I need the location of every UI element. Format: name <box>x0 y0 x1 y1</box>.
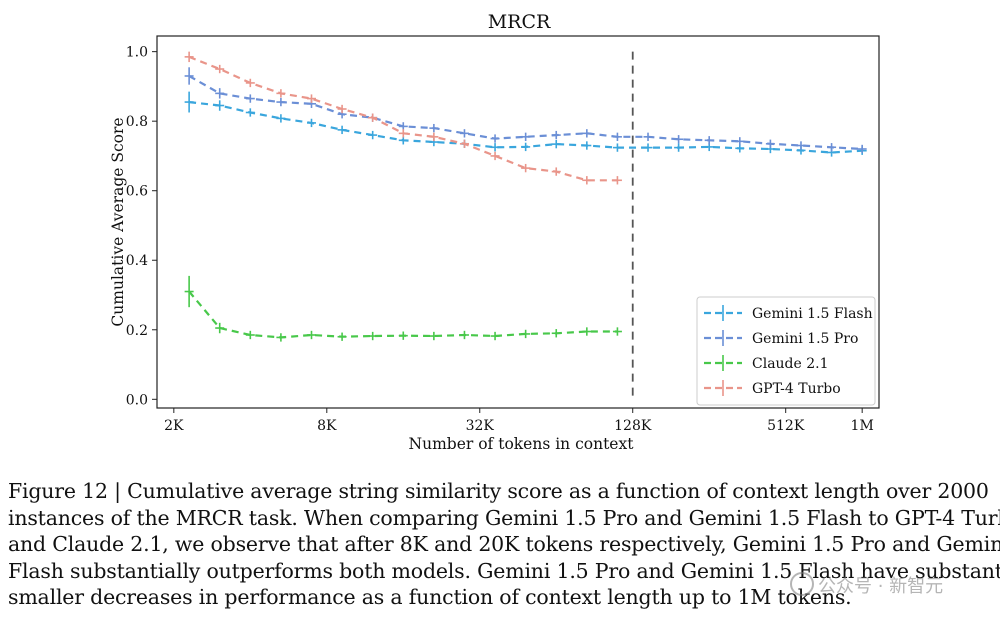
x-tick-label: 8K <box>317 418 337 434</box>
plot-frame <box>156 35 880 409</box>
legend-item: GPT-4 Turbo <box>704 380 841 397</box>
series-line <box>188 55 618 182</box>
y-tick-label: 1.0 <box>126 45 148 61</box>
caption-line: smaller decreases in performance as a fu… <box>8 585 852 609</box>
caption-line: Flash substantially outperforms both mod… <box>8 558 1000 583</box>
caption-line: Figure 12 | Cumulative average string si… <box>8 479 989 503</box>
legend-item: Gemini 1.5 Flash <box>704 305 873 322</box>
legend-label: Claude 2.1 <box>752 356 829 372</box>
chart-title: MRCR <box>488 11 551 33</box>
legend-label: Gemini 1.5 Pro <box>752 331 858 347</box>
x-tick-label: 32K <box>466 418 495 434</box>
y-tick-label: 0.2 <box>126 323 148 339</box>
legend-item: Claude 2.1 <box>704 355 829 372</box>
wechat-icon <box>790 572 814 596</box>
y-tick-label: 0.0 <box>126 392 148 408</box>
x-axis-label: Number of tokens in context <box>409 435 635 453</box>
series-claude-2-1 <box>184 275 622 342</box>
legend-label: Gemini 1.5 Flash <box>752 306 873 322</box>
legend: Gemini 1.5 Flash Gemini 1.5 Pro Claude 2.1… <box>696 296 876 406</box>
series-line <box>188 75 863 151</box>
x-axis-ticks: 2K 8K 32K 128K 512K 1M <box>164 408 874 434</box>
y-tick-label: 0.8 <box>126 114 148 130</box>
series-line <box>188 290 618 339</box>
legend-label: GPT-4 Turbo <box>752 381 841 397</box>
watermark-text: 公众号 · 新智元 <box>818 576 944 597</box>
watermark: 公众号 · 新智元 <box>790 572 943 598</box>
x-tick-label: 2K <box>164 418 184 434</box>
series-gemini-1-5-flash <box>184 91 867 157</box>
x-tick-label: 1M <box>851 418 874 434</box>
caption-line: instances of the MRCR task. When compari… <box>8 505 1000 530</box>
y-tick-label: 0.4 <box>126 253 148 269</box>
y-tick-label: 0.6 <box>126 184 148 200</box>
legend-item: Gemini 1.5 Pro <box>704 330 858 347</box>
legend-box <box>696 296 876 406</box>
series-gemini-1-5-pro <box>184 67 867 154</box>
mrcr-chart: MRCR 0.0 0.2 0.4 0.6 0.8 1.0 2K 8K 32K 128K 512K 1… <box>109 11 880 453</box>
x-tick-label: 512K <box>767 418 805 434</box>
series-gpt-4-turbo <box>184 51 622 185</box>
caption-line: and Claude 2.1, we observe that after 8K… <box>8 532 1000 556</box>
series-layer <box>184 51 867 342</box>
y-axis-ticks: 0.0 0.2 0.4 0.6 0.8 1.0 <box>126 45 157 408</box>
y-axis-label: Cumulative Average Score <box>109 117 127 326</box>
figure-caption: Figure 12 | Cumulative average string si… <box>8 478 1000 611</box>
x-tick-label: 128K <box>614 418 652 434</box>
